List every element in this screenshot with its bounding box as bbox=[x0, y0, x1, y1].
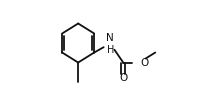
Text: O: O bbox=[140, 58, 148, 67]
Text: O: O bbox=[119, 73, 127, 83]
Text: H: H bbox=[106, 45, 114, 54]
Text: N: N bbox=[106, 33, 114, 43]
